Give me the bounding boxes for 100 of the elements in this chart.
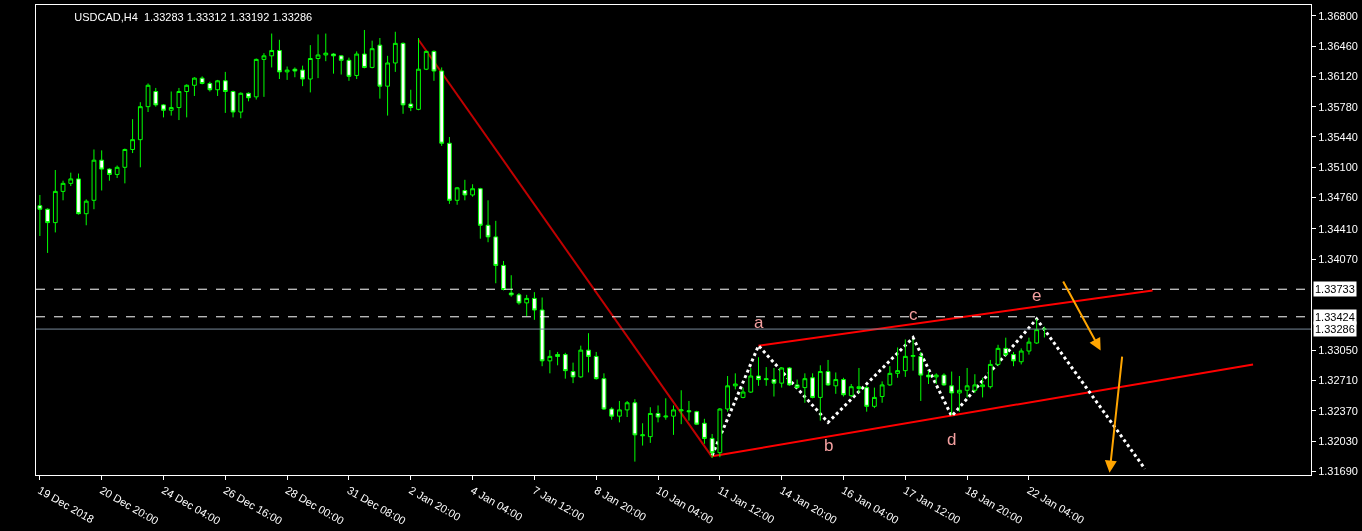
candlestick — [91, 148, 97, 210]
candlestick — [516, 292, 522, 306]
candlestick — [230, 90, 236, 118]
candlestick — [717, 407, 723, 458]
candlestick — [547, 349, 553, 374]
x-tick-label: 10 Jan 04:00 — [654, 483, 716, 527]
candlestick — [617, 400, 622, 423]
candlestick — [323, 33, 329, 62]
candlestick — [640, 422, 645, 447]
candlestick — [779, 366, 785, 389]
candlestick — [114, 165, 120, 179]
ref-line-label: 1.33286 — [1315, 323, 1355, 335]
candlestick — [926, 370, 931, 385]
candlestick — [663, 397, 669, 421]
x-tick-label: 26 Dec 16:00 — [221, 483, 285, 527]
candlestick — [562, 352, 568, 380]
candlestick — [400, 41, 406, 115]
candlestick — [331, 52, 336, 75]
candlestick — [702, 418, 707, 445]
candlestick — [253, 58, 259, 101]
candlestick — [192, 76, 197, 97]
candlestick — [493, 220, 499, 284]
y-tick-label: 1.36460 — [1318, 39, 1358, 52]
candlestick — [60, 180, 66, 201]
y-tick-label: 1.33050 — [1318, 343, 1358, 356]
candlestick — [933, 372, 939, 385]
candlestick — [678, 389, 684, 425]
candlestick — [872, 387, 877, 409]
y-tick-label: 1.36120 — [1318, 70, 1358, 83]
candlestick — [995, 344, 1001, 367]
candlestick — [145, 82, 151, 113]
candlestick — [238, 91, 244, 119]
candlestick — [315, 33, 321, 79]
candlestick — [570, 362, 576, 384]
candlestick — [1034, 318, 1040, 345]
candlestick — [284, 66, 290, 81]
y-tick-label: 1.32030 — [1318, 434, 1358, 447]
candlestick — [423, 49, 429, 71]
candlestick — [261, 52, 267, 98]
candlestick — [207, 81, 213, 93]
candlestick — [52, 169, 58, 233]
candlestick — [593, 351, 599, 381]
candlestick — [346, 57, 352, 82]
candlestick — [601, 372, 607, 411]
y-tick-label: 1.32710 — [1318, 374, 1358, 387]
candlestick — [732, 372, 738, 390]
candlestick — [99, 149, 105, 191]
candlestick — [532, 291, 537, 321]
candlestick — [338, 54, 344, 76]
candlestick — [895, 346, 900, 379]
candlestick — [439, 66, 445, 147]
candlestick — [1026, 337, 1032, 356]
candlestick — [246, 91, 251, 102]
candlestick — [1003, 337, 1009, 357]
candlestick — [864, 385, 870, 413]
candlestick — [671, 404, 676, 436]
candlestick — [277, 39, 282, 80]
candlestick — [578, 345, 584, 379]
candlestick — [377, 37, 383, 100]
candlestick — [477, 187, 483, 240]
candlestick — [307, 44, 313, 93]
y-tick-label: 1.34760 — [1318, 191, 1358, 204]
candlestick — [524, 294, 530, 317]
candlestick — [176, 87, 182, 121]
candlestick — [941, 372, 947, 387]
annotation: e — [1032, 286, 1042, 305]
candlestick — [385, 55, 390, 117]
candlestick — [122, 148, 128, 184]
y-tick-label: 1.35780 — [1318, 100, 1358, 113]
candlestick — [269, 33, 275, 68]
candlestick — [431, 49, 437, 82]
candlestick — [586, 332, 591, 373]
candlestick — [300, 65, 305, 87]
candlestick — [787, 366, 792, 387]
candlestick — [833, 371, 839, 395]
candlestick — [763, 366, 769, 387]
y-tick-label: 1.34410 — [1318, 222, 1358, 235]
candlestick — [184, 83, 190, 118]
annotation: d — [947, 430, 957, 449]
candlestick — [292, 66, 298, 78]
candlestick — [83, 198, 89, 226]
candlestick — [949, 371, 955, 416]
candlestick — [222, 71, 228, 114]
annotation: c — [909, 305, 918, 324]
candlestick — [879, 380, 885, 404]
candlestick — [609, 406, 615, 421]
candlestick — [153, 87, 159, 108]
candlestick — [199, 75, 205, 85]
candlestick — [362, 29, 367, 69]
candlestick — [130, 118, 135, 154]
candlestick — [794, 379, 800, 389]
candlestick — [902, 338, 908, 378]
candlestick — [972, 373, 978, 394]
candlestick — [68, 172, 74, 187]
candlestick — [810, 372, 815, 399]
x-tick-label: 22 Jan 04:00 — [1025, 483, 1087, 527]
candlestick — [369, 40, 375, 69]
y-tick-label: 1.36800 — [1318, 9, 1358, 22]
candlestick — [408, 89, 414, 112]
candlestick — [462, 179, 468, 201]
